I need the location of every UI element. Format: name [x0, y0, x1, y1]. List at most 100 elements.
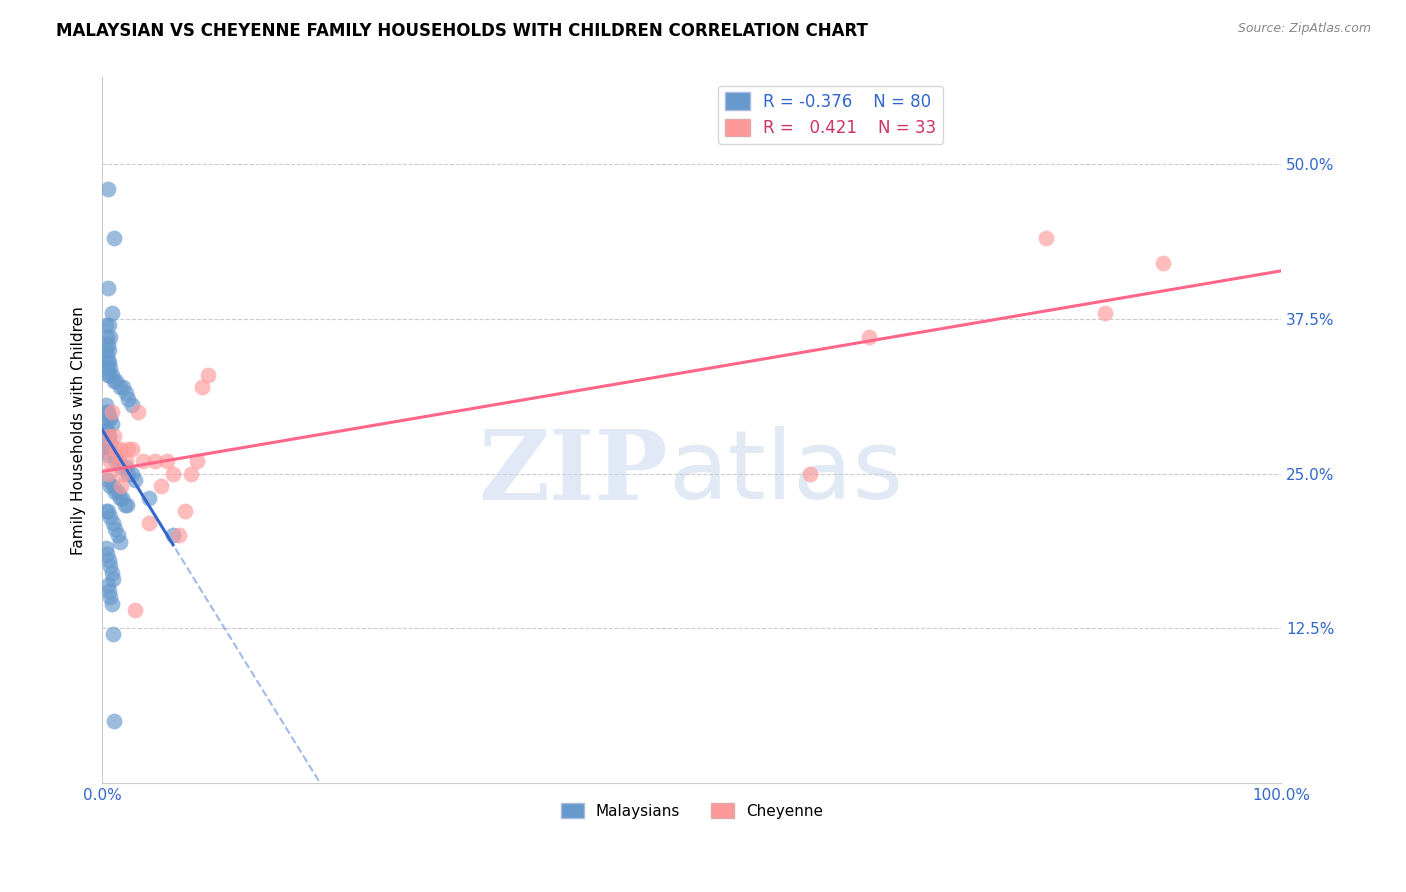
- Point: [108, 534, 131, 549]
- Point: [105, 454, 128, 468]
- Point: [115, 498, 138, 512]
- Point: [98, 584, 121, 599]
- Point: [104, 522, 127, 536]
- Point: [93, 417, 115, 431]
- Point: [108, 442, 131, 456]
- Point: [799, 467, 821, 481]
- Point: [96, 405, 118, 419]
- Point: [98, 429, 121, 443]
- Point: [173, 504, 195, 518]
- Point: [103, 231, 125, 245]
- Point: [1153, 256, 1175, 270]
- Point: [97, 405, 120, 419]
- Point: [138, 491, 160, 506]
- Point: [124, 603, 146, 617]
- Point: [180, 467, 202, 481]
- Text: Source: ZipAtlas.com: Source: ZipAtlas.com: [1237, 22, 1371, 36]
- Point: [94, 541, 117, 555]
- Point: [100, 509, 122, 524]
- Point: [100, 305, 122, 319]
- Point: [107, 485, 129, 500]
- Point: [100, 591, 122, 605]
- Point: [858, 330, 880, 344]
- Point: [98, 553, 121, 567]
- Y-axis label: Family Households with Children: Family Households with Children: [72, 306, 86, 555]
- Point: [114, 460, 136, 475]
- Point: [121, 467, 143, 481]
- Point: [105, 442, 128, 456]
- Point: [110, 460, 132, 475]
- Point: [105, 374, 128, 388]
- Point: [101, 627, 124, 641]
- Point: [124, 473, 146, 487]
- Point: [101, 572, 124, 586]
- Point: [186, 454, 208, 468]
- Point: [94, 442, 117, 456]
- Point: [98, 368, 121, 382]
- Point: [100, 361, 122, 376]
- Point: [100, 559, 122, 574]
- Point: [150, 479, 173, 493]
- Point: [143, 454, 166, 468]
- Point: [97, 182, 120, 196]
- Point: [94, 504, 117, 518]
- Text: atlas: atlas: [668, 426, 903, 519]
- Point: [97, 429, 120, 443]
- Point: [93, 435, 115, 450]
- Point: [138, 516, 160, 530]
- Point: [98, 410, 121, 425]
- Point: [97, 504, 120, 518]
- Point: [117, 442, 139, 456]
- Point: [108, 491, 131, 506]
- Point: [98, 355, 121, 369]
- Point: [96, 547, 118, 561]
- Point: [127, 405, 149, 419]
- Point: [97, 368, 120, 382]
- Point: [1035, 231, 1057, 245]
- Point: [97, 336, 120, 351]
- Point: [103, 448, 125, 462]
- Point: [121, 399, 143, 413]
- Point: [100, 417, 122, 431]
- Point: [162, 528, 184, 542]
- Point: [97, 355, 120, 369]
- Point: [107, 454, 129, 468]
- Point: [94, 399, 117, 413]
- Point: [111, 491, 134, 506]
- Point: [101, 479, 124, 493]
- Point: [97, 281, 120, 295]
- Point: [96, 330, 118, 344]
- Text: ZIP: ZIP: [478, 425, 668, 519]
- Point: [98, 343, 121, 357]
- Point: [94, 423, 117, 437]
- Point: [97, 448, 120, 462]
- Point: [167, 528, 190, 542]
- Point: [107, 454, 129, 468]
- Point: [97, 429, 120, 443]
- Point: [103, 374, 125, 388]
- Text: MALAYSIAN VS CHEYENNE FAMILY HOUSEHOLDS WITH CHILDREN CORRELATION CHART: MALAYSIAN VS CHEYENNE FAMILY HOUSEHOLDS …: [56, 22, 868, 40]
- Point: [103, 429, 125, 443]
- Point: [191, 380, 214, 394]
- Point: [100, 479, 122, 493]
- Point: [112, 467, 135, 481]
- Point: [100, 566, 122, 580]
- Point: [101, 516, 124, 530]
- Point: [162, 467, 184, 481]
- Point: [117, 392, 139, 407]
- Point: [100, 435, 122, 450]
- Point: [96, 349, 118, 363]
- Point: [103, 714, 125, 728]
- Point: [114, 454, 136, 468]
- Point: [100, 330, 122, 344]
- Point: [100, 454, 122, 468]
- Point: [100, 597, 122, 611]
- Point: [96, 423, 118, 437]
- Point: [114, 498, 136, 512]
- Point: [132, 454, 155, 468]
- Point: [97, 578, 120, 592]
- Point: [100, 410, 122, 425]
- Point: [110, 479, 132, 493]
- Point: [100, 405, 122, 419]
- Point: [96, 442, 118, 456]
